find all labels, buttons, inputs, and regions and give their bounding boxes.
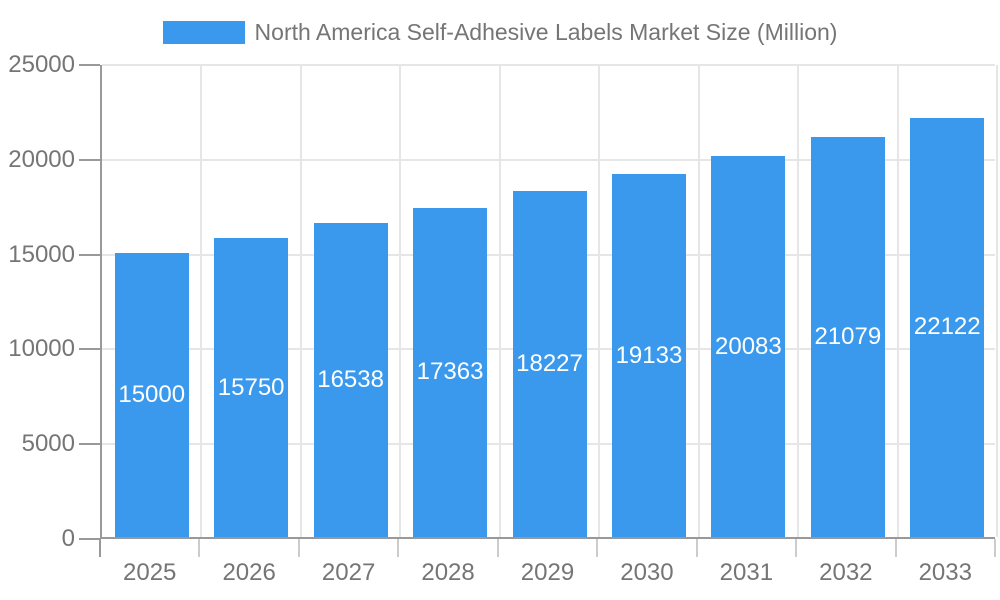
x-axis-tick	[397, 539, 400, 557]
x-axis-tick	[695, 539, 698, 557]
x-axis-tick	[596, 539, 599, 557]
bar-value-label: 15750	[217, 373, 285, 401]
y-axis-tick	[79, 64, 100, 66]
vertical-gridline	[200, 65, 203, 537]
y-axis-tick-label: 5000	[21, 430, 75, 458]
x-axis-tick	[496, 539, 499, 557]
x-axis-tick	[894, 539, 897, 557]
vertical-gridline	[399, 65, 402, 537]
bar-value-label: 20083	[715, 332, 782, 360]
bar[interactable]: 18227	[512, 191, 587, 537]
x-axis-tick	[99, 539, 101, 557]
horizontal-gridline	[102, 64, 995, 66]
bar[interactable]: 19133	[611, 174, 686, 537]
vertical-gridline	[299, 65, 302, 537]
bar[interactable]: 21079	[810, 137, 885, 537]
vertical-gridline	[896, 65, 899, 537]
bar-value-label: 22122	[913, 313, 981, 341]
x-axis-tick	[795, 539, 798, 557]
bar-value-label: 18227	[516, 350, 583, 378]
x-axis-tick-label: 2026	[222, 559, 276, 586]
bar[interactable]: 17363	[413, 207, 488, 537]
legend-swatch	[162, 20, 245, 44]
vertical-gridline	[598, 65, 601, 537]
x-axis-tick	[297, 539, 300, 557]
x-axis-tick-label: 2030	[620, 559, 674, 586]
y-axis-tick	[79, 348, 100, 351]
legend-label: North America Self-Adhesive Labels Marke…	[254, 18, 838, 45]
bar[interactable]: 16538	[313, 223, 388, 537]
y-axis-tick-label: 15000	[8, 240, 75, 268]
bar-value-label: 21079	[814, 323, 882, 351]
x-axis-tick-label: 2029	[520, 559, 575, 586]
x-axis-tick	[198, 539, 201, 557]
y-axis-tick	[79, 158, 100, 161]
bar-value-label: 19133	[615, 341, 683, 369]
x-axis-tick-label: 2031	[719, 559, 774, 586]
plot-area: 15000 15750 16538 17363 18227 19133 20083 21079…	[100, 64, 998, 539]
x-axis-tick	[994, 539, 996, 557]
bar[interactable]: 22122	[910, 117, 985, 537]
y-axis-tick-label: 10000	[8, 335, 75, 363]
x-axis-tick-label: 2032	[819, 559, 873, 586]
x-axis-tick-label: 2025	[123, 559, 177, 586]
x-axis-tick-label: 2027	[321, 559, 376, 586]
bar-value-label: 15000	[118, 380, 186, 408]
vertical-gridline	[498, 65, 501, 537]
bar-value-label: 16538	[317, 366, 384, 394]
horizontal-gridline	[102, 158, 995, 161]
bar-value-label: 17363	[416, 358, 484, 386]
vertical-gridline	[996, 65, 998, 537]
bar[interactable]: 15000	[114, 252, 189, 537]
x-axis-tick-label: 2028	[421, 559, 475, 586]
bar[interactable]: 15750	[214, 238, 289, 537]
y-axis-tick	[79, 253, 100, 256]
vertical-gridline	[797, 65, 800, 537]
y-axis-tick-label: 20000	[8, 145, 75, 173]
vertical-gridline	[697, 65, 700, 537]
bar[interactable]: 20083	[711, 156, 786, 537]
y-axis-tick-label: 0	[61, 525, 75, 552]
legend[interactable]: North America Self-Adhesive Labels Marke…	[0, 14, 1000, 50]
y-axis-tick	[79, 443, 100, 446]
y-axis-tick-label: 25000	[8, 51, 75, 78]
x-axis-tick-label: 2033	[918, 559, 972, 586]
y-axis-tick	[79, 538, 100, 540]
